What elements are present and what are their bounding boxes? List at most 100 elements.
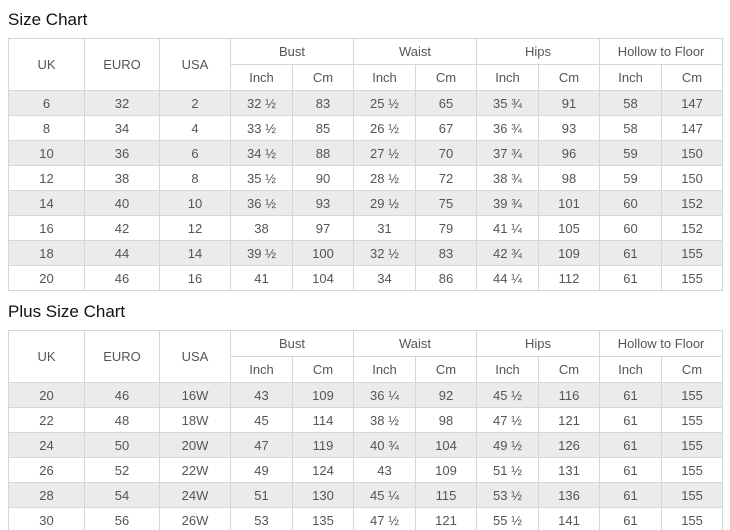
header-euro: EURO <box>84 38 160 91</box>
table-cell: 12 <box>8 165 85 191</box>
table-cell: 38 ½ <box>353 407 417 433</box>
table-cell: 114 <box>291 407 355 433</box>
table-row: 20 46 16W 43 109 36 ¼ 92 45 ½ 116 61 155 <box>8 382 724 408</box>
header-hollow-inch: Inch <box>599 356 663 383</box>
table-cell: 53 ½ <box>476 482 540 508</box>
table-cell: 65 <box>415 90 478 116</box>
header-usa: USA <box>159 330 231 383</box>
table-cell: 47 ½ <box>476 407 540 433</box>
table-cell: 44 <box>84 240 160 266</box>
table-cell: 46 <box>84 382 160 408</box>
table-cell: 61 <box>599 432 663 458</box>
header-hollow-cm: Cm <box>661 356 724 383</box>
table-cell: 32 ½ <box>353 240 417 266</box>
table-cell: 36 ½ <box>230 190 293 216</box>
table-cell: 34 <box>84 115 160 141</box>
table-cell: 93 <box>291 190 355 216</box>
table-cell: 152 <box>661 190 724 216</box>
plus-size-chart-title: Plus Size Chart <box>8 302 126 321</box>
table-cell: 27 ½ <box>353 140 417 166</box>
table-cell: 70 <box>415 140 478 166</box>
table-row: 20 46 16 41 104 34 86 44 ¼ 112 61 155 <box>8 265 724 291</box>
table-cell: 34 ½ <box>230 140 293 166</box>
table-cell: 44 ¼ <box>476 265 540 291</box>
table-cell: 33 ½ <box>230 115 293 141</box>
table-cell: 91 <box>538 90 601 116</box>
table-cell: 61 <box>599 482 663 508</box>
table-row: 16 42 12 38 97 31 79 41 ¼ 105 60 152 <box>8 215 724 241</box>
table-cell: 72 <box>415 165 478 191</box>
header-euro: EURO <box>84 330 160 383</box>
table-cell: 155 <box>661 407 724 433</box>
table-cell: 121 <box>538 407 601 433</box>
table-cell: 60 <box>599 215 663 241</box>
table-row: 28 54 24W 51 130 45 ¼ 115 53 ½ 136 61 155 <box>8 482 724 508</box>
table-cell: 59 <box>599 165 663 191</box>
header-hollow-cm: Cm <box>661 64 724 91</box>
table-cell: 152 <box>661 215 724 241</box>
table-cell: 98 <box>538 165 601 191</box>
table-cell: 58 <box>599 115 663 141</box>
table-cell: 14 <box>159 240 231 266</box>
table-cell: 75 <box>415 190 478 216</box>
table-cell: 36 ¾ <box>476 115 540 141</box>
table-cell: 92 <box>415 382 478 408</box>
plus-size-chart-table: UK EURO USA Bust Waist Hips Hollow to Fl… <box>8 330 724 530</box>
table-cell: 88 <box>291 140 355 166</box>
table-cell: 56 <box>84 507 160 530</box>
table-cell: 155 <box>661 457 724 483</box>
header-hollow-inch: Inch <box>599 64 663 91</box>
table-cell: 22 <box>8 407 85 433</box>
table-cell: 38 ¾ <box>476 165 540 191</box>
table-cell: 6 <box>8 90 85 116</box>
table-cell: 40 <box>84 190 160 216</box>
table-cell: 6 <box>159 140 231 166</box>
table-cell: 97 <box>291 215 355 241</box>
table-row: 26 52 22W 49 124 43 109 51 ½ 131 61 155 <box>8 457 724 483</box>
header-bust-cm: Cm <box>291 356 355 383</box>
table-cell: 83 <box>415 240 478 266</box>
table-cell: 42 <box>84 215 160 241</box>
table-cell: 55 ½ <box>476 507 540 530</box>
table-cell: 51 <box>230 482 293 508</box>
table-cell: 155 <box>661 265 724 291</box>
table-cell: 16W <box>159 382 231 408</box>
table-cell: 147 <box>661 115 724 141</box>
table-cell: 105 <box>538 215 601 241</box>
table-cell: 32 ½ <box>230 90 293 116</box>
table-cell: 10 <box>159 190 231 216</box>
header-uk: UK <box>8 38 85 91</box>
table-cell: 32 <box>84 90 160 116</box>
header-bust-cm: Cm <box>291 64 355 91</box>
table-cell: 43 <box>230 382 293 408</box>
table-cell: 31 <box>353 215 417 241</box>
plus-size-chart-header: UK EURO USA Bust Waist Hips Hollow to Fl… <box>8 330 724 383</box>
table-cell: 98 <box>415 407 478 433</box>
header-waist-cm: Cm <box>415 64 478 91</box>
table-cell: 79 <box>415 215 478 241</box>
header-uk: UK <box>8 330 85 383</box>
table-cell: 60 <box>599 190 663 216</box>
table-row: 12 38 8 35 ½ 90 28 ½ 72 38 ¾ 98 59 150 <box>8 165 724 191</box>
table-cell: 104 <box>415 432 478 458</box>
table-cell: 126 <box>538 432 601 458</box>
table-cell: 54 <box>84 482 160 508</box>
table-cell: 101 <box>538 190 601 216</box>
table-cell: 47 <box>230 432 293 458</box>
table-cell: 67 <box>415 115 478 141</box>
table-cell: 24 <box>8 432 85 458</box>
header-bust-inch: Inch <box>230 64 293 91</box>
table-cell: 49 ½ <box>476 432 540 458</box>
table-cell: 109 <box>538 240 601 266</box>
table-cell: 8 <box>8 115 85 141</box>
table-cell: 41 ¼ <box>476 215 540 241</box>
table-cell: 45 ½ <box>476 382 540 408</box>
table-cell: 26W <box>159 507 231 530</box>
table-row: 10 36 6 34 ½ 88 27 ½ 70 37 ¾ 96 59 150 <box>8 140 724 166</box>
table-cell: 155 <box>661 240 724 266</box>
table-cell: 51 ½ <box>476 457 540 483</box>
table-cell: 26 <box>8 457 85 483</box>
table-cell: 104 <box>291 265 355 291</box>
table-cell: 124 <box>291 457 355 483</box>
